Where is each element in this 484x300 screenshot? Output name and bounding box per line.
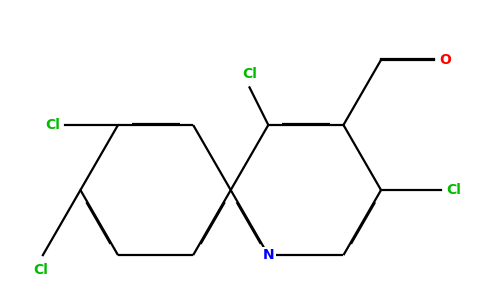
Text: Cl: Cl [446, 183, 461, 197]
Text: O: O [439, 53, 452, 67]
Text: Cl: Cl [45, 118, 60, 132]
Text: Cl: Cl [242, 68, 257, 81]
Text: Cl: Cl [33, 263, 48, 277]
Text: N: N [262, 248, 274, 262]
